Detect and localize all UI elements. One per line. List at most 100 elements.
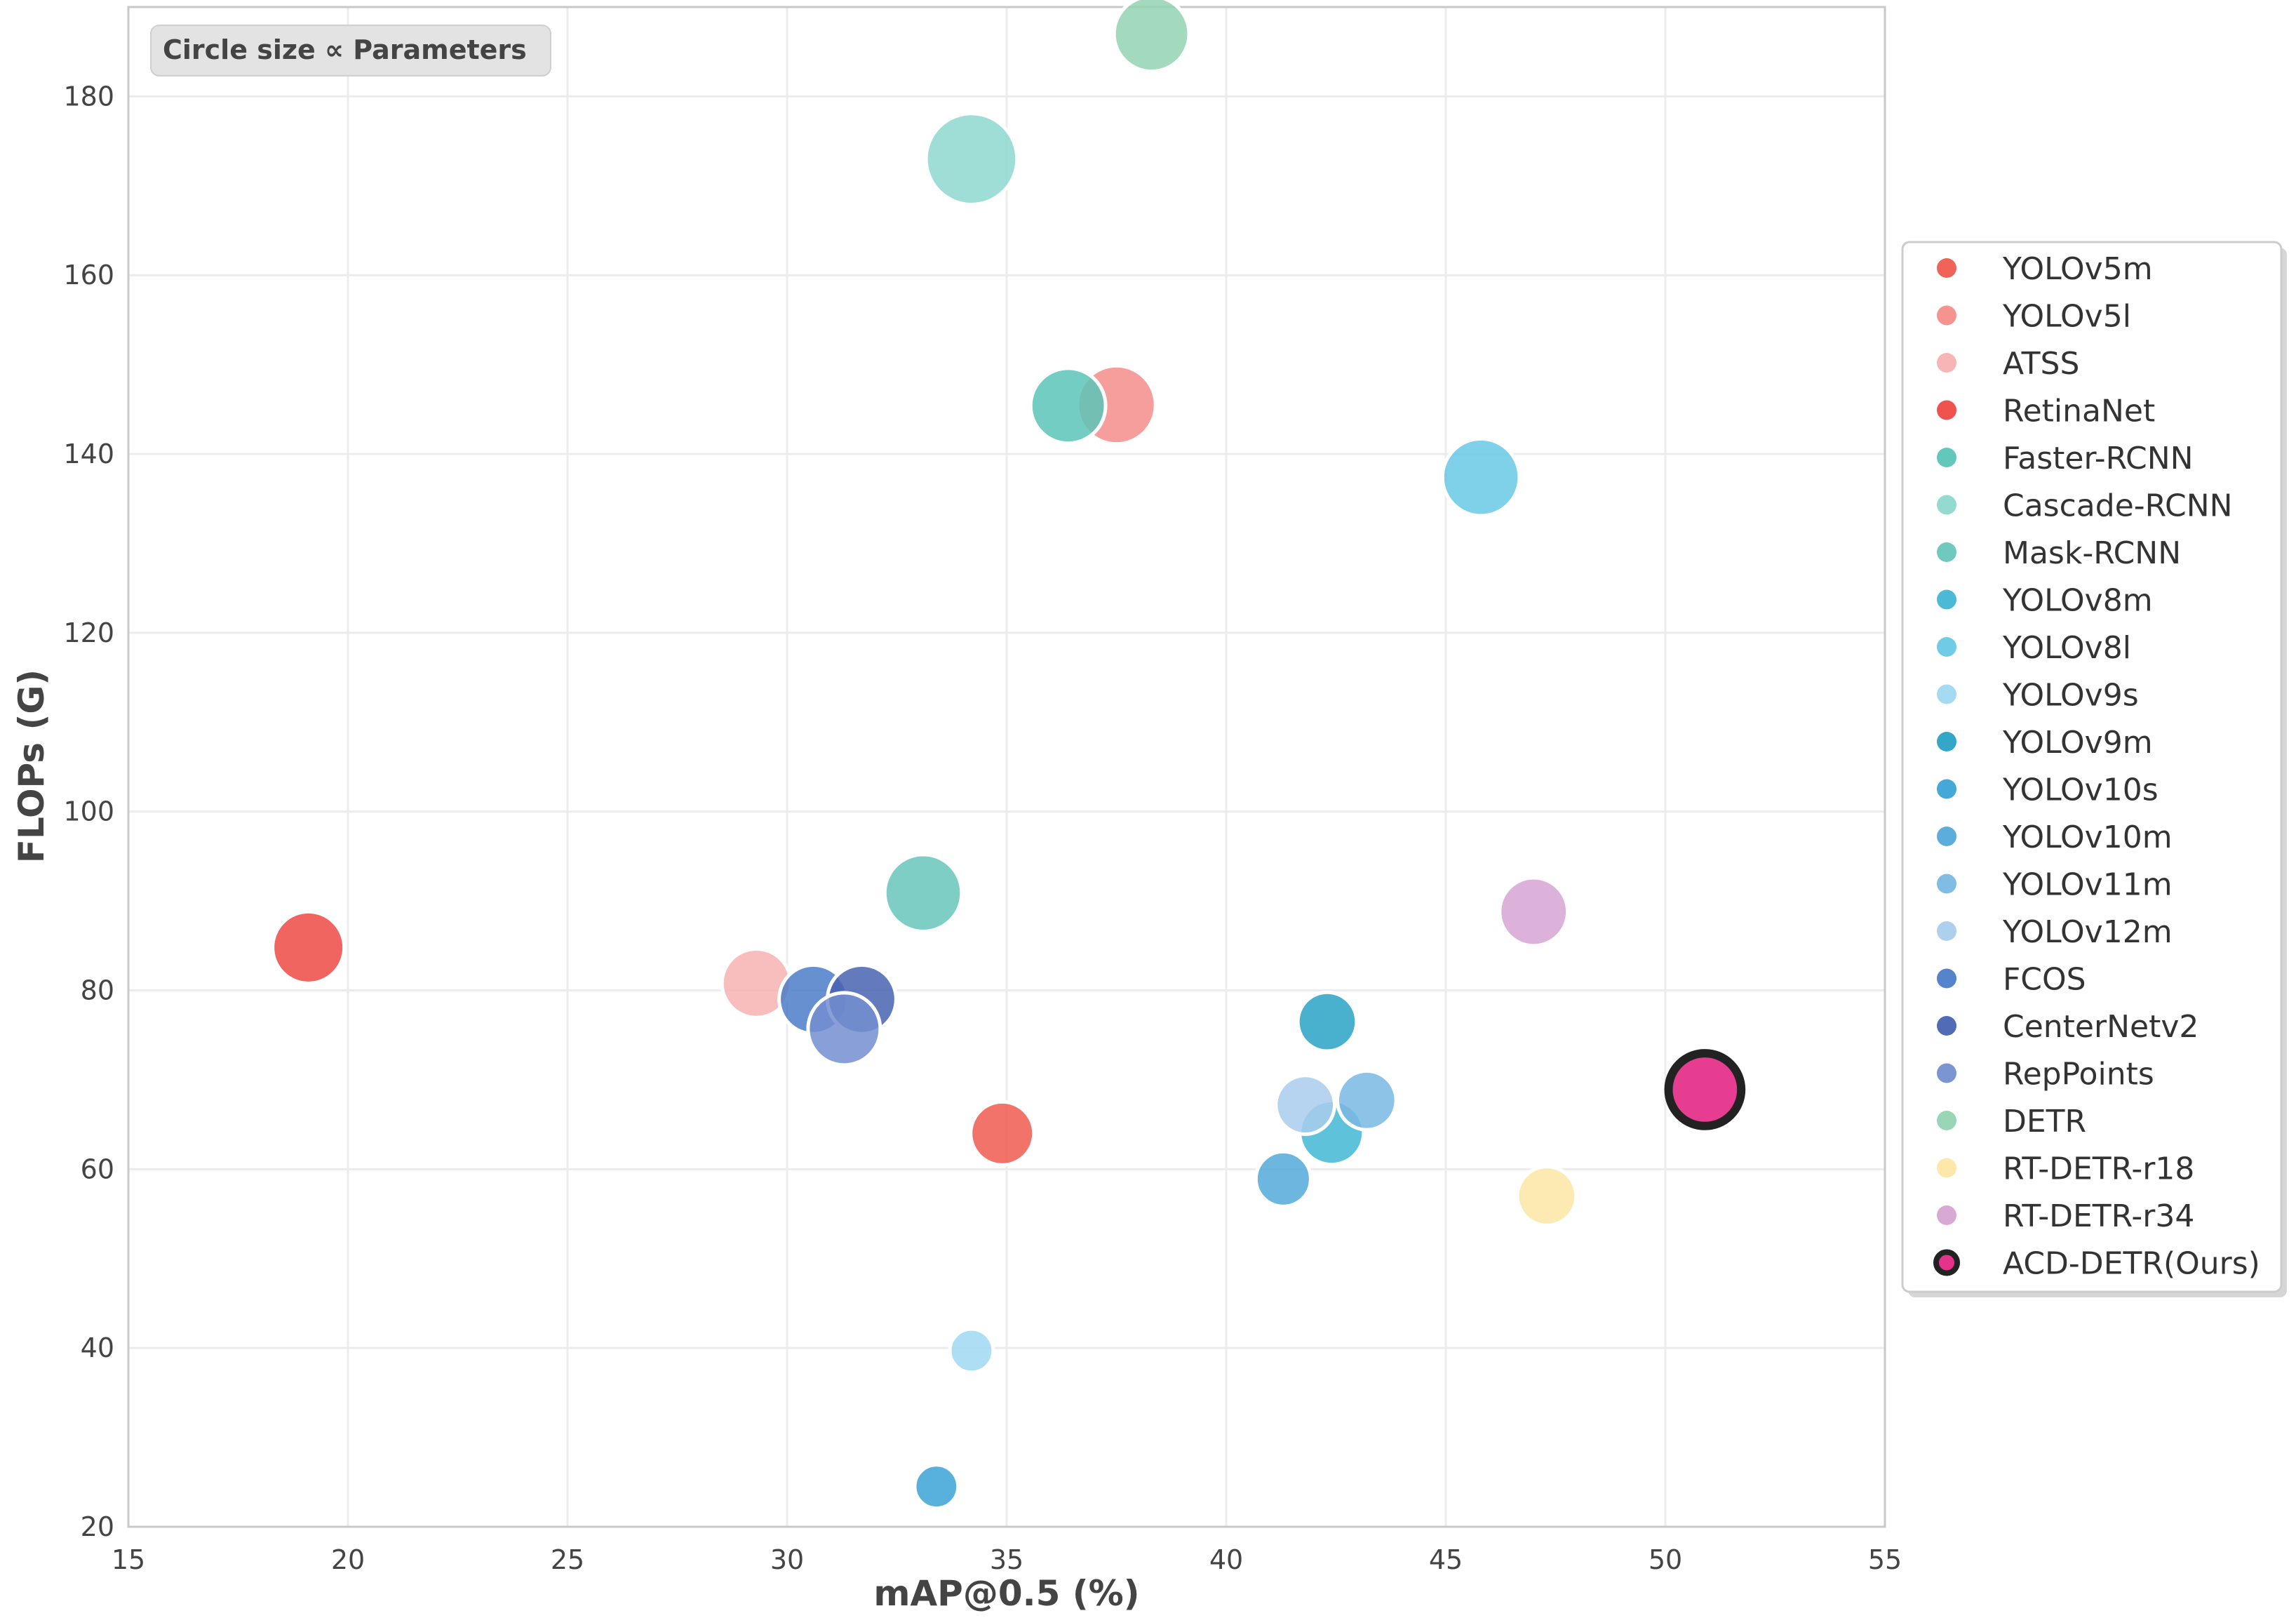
point-mask-rcnn <box>882 853 964 933</box>
legend-label-cascade-rcnn: Cascade-RCNN <box>2003 488 2233 524</box>
y-tick-label: 60 <box>81 1154 114 1184</box>
y-tick-label: 120 <box>63 617 114 648</box>
point-faster-rcnn <box>1028 366 1108 446</box>
legend-item: RepPoints <box>1937 1057 2154 1092</box>
x-tick-label: 50 <box>1649 1544 1682 1575</box>
legend-label-fcos: FCOS <box>2003 962 2086 998</box>
legend-label-detr: DETR <box>2003 1104 2086 1139</box>
y-tick-label: 140 <box>63 439 114 469</box>
legend-item: CenterNetv2 <box>1937 1009 2198 1045</box>
x-axis-ticks: 15 20 25 30 35 40 45 50 55 <box>112 1544 1902 1575</box>
legend-marker-yolov8l <box>1937 637 1956 657</box>
legend-label-centernetv2: CenterNetv2 <box>2003 1009 2198 1045</box>
legend-marker-reppoints <box>1937 1063 1956 1083</box>
point-yolov9s <box>948 1327 995 1375</box>
point-yolov11m <box>1335 1069 1398 1132</box>
point-acd-detr-ours <box>1664 1049 1746 1130</box>
point-yolov12m <box>1274 1074 1337 1136</box>
legend-label-acd-detr-ours: ACD-DETR(Ours) <box>2003 1246 2260 1282</box>
x-tick-label: 55 <box>1868 1544 1902 1575</box>
legend-label-yolov8m: YOLOv8m <box>2002 583 2153 619</box>
point-cascade-rcnn <box>924 112 1019 206</box>
x-tick-label: 40 <box>1209 1544 1243 1575</box>
legend-label-yolov11m: YOLOv11m <box>2002 867 2173 903</box>
legend-item: RT-DETR-r18 <box>1937 1151 2194 1187</box>
legend-label-yolov9s: YOLOv9s <box>2002 678 2139 714</box>
legend-marker-yolov11m <box>1937 874 1956 894</box>
legend-marker-yolov8m <box>1937 589 1956 610</box>
legend-marker-retinanet <box>1937 400 1956 420</box>
legend-item: YOLOv5m <box>1937 251 2153 287</box>
point-yolov10s <box>913 1463 960 1511</box>
legend-label-yolov9m: YOLOv9m <box>2002 725 2153 761</box>
legend-label-yolov10s: YOLOv10s <box>2002 773 2159 808</box>
x-axis-label: mAP@0.5 (%) <box>873 1573 1139 1614</box>
legend-label-rt-detr-r18: RT-DETR-r18 <box>2003 1151 2194 1187</box>
y-tick-label: 100 <box>63 796 114 827</box>
legend-label-mask-rcnn: Mask-RCNN <box>2003 535 2181 571</box>
legend-marker-yolov9m <box>1937 732 1956 751</box>
legend: YOLOv5m YOLOv5l ATSS RetinaNet Faster-RCNN Ca… <box>1901 241 2287 1297</box>
legend-marker-yolov12m <box>1937 921 1956 941</box>
legend-marker-yolov9s <box>1937 684 1956 704</box>
legend-marker-atss <box>1937 353 1956 373</box>
scatter-points <box>271 0 1746 1511</box>
legend-label-retinanet: RetinaNet <box>2003 394 2155 429</box>
legend-marker-centernetv2 <box>1937 1016 1956 1036</box>
legend-marker-yolov10m <box>1937 827 1956 846</box>
legend-items: YOLOv5m YOLOv5l ATSS RetinaNet Faster-RCNN Ca… <box>1933 251 2260 1282</box>
size-annotation-text: Circle size ∝ Parameters <box>163 34 527 65</box>
y-tick-label: 180 <box>63 81 114 112</box>
legend-item: RetinaNet <box>1937 394 2155 429</box>
legend-marker-fcos <box>1937 968 1956 989</box>
x-tick-label: 20 <box>331 1544 365 1575</box>
point-yolov9m <box>1296 990 1359 1053</box>
x-tick-label: 25 <box>551 1544 584 1575</box>
legend-item: YOLOv12m <box>1937 914 2173 950</box>
legend-marker-yolov5m <box>1937 258 1956 278</box>
legend-item: ACD-DETR(Ours) <box>1933 1246 2260 1282</box>
size-annotation-box <box>150 25 551 76</box>
legend-marker-rt-detr-r34 <box>1937 1205 1956 1225</box>
legend-item: RT-DETR-r34 <box>1937 1198 2194 1234</box>
legend-marker-mask-rcnn <box>1937 542 1956 562</box>
legend-marker-yolov10s <box>1937 779 1956 799</box>
legend-item: DETR <box>1937 1104 2086 1139</box>
legend-label-yolov12m: YOLOv12m <box>2002 914 2173 950</box>
size-annotation: Circle size ∝ Parameters <box>150 25 551 76</box>
legend-item: Faster-RCNN <box>1937 441 2194 476</box>
legend-label-yolov8l: YOLOv8l <box>2002 630 2131 666</box>
x-tick-label: 15 <box>112 1544 145 1575</box>
legend-item: ATSS <box>1937 346 2079 382</box>
y-tick-label: 80 <box>81 975 114 1006</box>
plot-frame <box>127 6 1886 1528</box>
point-reppoints <box>806 991 882 1067</box>
point-retinanet <box>271 909 347 985</box>
y-tick-label: 160 <box>63 260 114 290</box>
legend-label-atss: ATSS <box>2003 346 2079 382</box>
legend-label-yolov5l: YOLOv5l <box>2002 299 2131 335</box>
legend-label-reppoints: RepPoints <box>2003 1057 2154 1092</box>
point-rt-detr-r18 <box>1515 1165 1578 1227</box>
legend-marker-detr <box>1937 1111 1956 1130</box>
x-tick-label: 30 <box>770 1544 804 1575</box>
legend-item: FCOS <box>1937 962 2086 998</box>
legend-item: YOLOv8m <box>1937 583 2153 619</box>
legend-item: YOLOv5l <box>1937 299 2131 335</box>
legend-item: YOLOv9s <box>1937 678 2139 714</box>
point-yolov5m <box>969 1099 1036 1167</box>
legend-label-faster-rcnn: Faster-RCNN <box>2003 441 2194 476</box>
legend-item: YOLOv11m <box>1937 867 2173 903</box>
legend-marker-cascade-rcnn <box>1937 495 1956 515</box>
y-tick-label: 20 <box>81 1511 114 1542</box>
legend-item: YOLOv8l <box>1937 630 2131 666</box>
legend-label-rt-detr-r34: RT-DETR-r34 <box>2003 1198 2194 1234</box>
legend-item: YOLOv10s <box>1937 773 2159 808</box>
legend-marker-acd-detr-ours <box>1933 1249 1960 1276</box>
point-yolov8l <box>1440 436 1522 518</box>
point-detr <box>1112 0 1191 74</box>
x-tick-label: 35 <box>990 1544 1023 1575</box>
legend-marker-rt-detr-r18 <box>1937 1158 1956 1178</box>
y-axis-ticks: 20 40 60 80 100 120 140 160 180 <box>63 81 114 1542</box>
